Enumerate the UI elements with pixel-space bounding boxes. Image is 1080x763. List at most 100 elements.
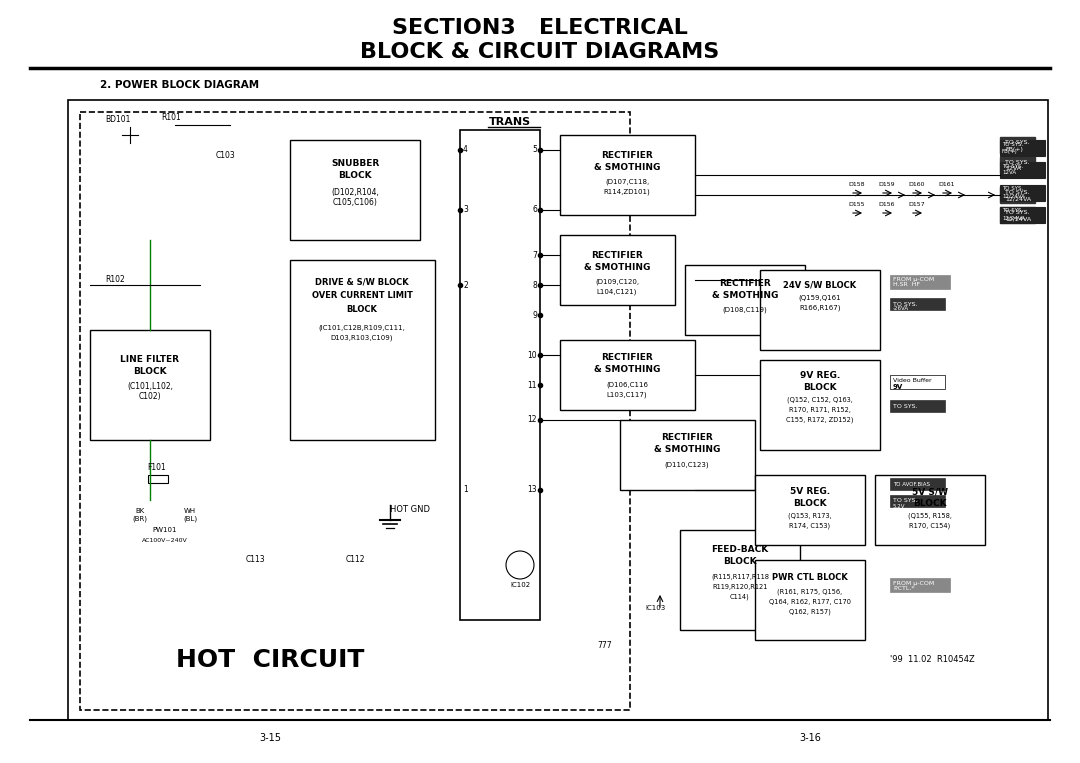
Text: 7: 7 — [532, 250, 537, 259]
Text: D103,R103,C109): D103,R103,C109) — [330, 335, 393, 341]
Text: BLOCK: BLOCK — [347, 305, 377, 314]
Text: IC103: IC103 — [645, 605, 665, 611]
Text: R170, R171, R152,: R170, R171, R152, — [789, 407, 851, 413]
Text: 5V REG.: 5V REG. — [789, 488, 831, 497]
Text: & SMOTHING: & SMOTHING — [594, 365, 660, 375]
Text: TRANS: TRANS — [489, 117, 531, 127]
Text: PWR CTL BLOCK: PWR CTL BLOCK — [772, 574, 848, 582]
Bar — [755, 475, 865, 545]
Bar — [755, 560, 865, 640]
Text: TO SYS.: TO SYS. — [1005, 159, 1029, 165]
Text: (Q153, R173,: (Q153, R173, — [788, 513, 832, 520]
Text: PW101: PW101 — [152, 527, 177, 533]
Text: C102): C102) — [138, 392, 161, 401]
Bar — [80, 112, 630, 710]
Bar — [1000, 157, 1035, 173]
Text: LINE FILTER: LINE FILTER — [121, 356, 179, 365]
Bar — [685, 265, 805, 335]
Text: H.SR  HF: H.SR HF — [893, 282, 920, 288]
Bar — [890, 298, 945, 310]
Text: 12VA: 12VA — [1005, 166, 1021, 172]
Bar — [890, 578, 950, 592]
Text: C105,C106): C105,C106) — [333, 198, 377, 208]
Text: 3-15: 3-15 — [259, 733, 281, 743]
Text: P.CTL.*: P.CTL.* — [893, 587, 915, 591]
Bar — [1000, 140, 1045, 156]
Text: AC100V~240V: AC100V~240V — [143, 537, 188, 542]
Text: FROM μ-COM: FROM μ-COM — [893, 276, 934, 282]
Text: 8: 8 — [532, 281, 537, 289]
Text: 11: 11 — [527, 381, 537, 389]
Text: TO SYS.: TO SYS. — [893, 301, 918, 307]
Text: D156: D156 — [879, 202, 895, 208]
Text: -26VA: -26VA — [893, 305, 909, 311]
Bar — [1000, 137, 1035, 153]
Text: 9V: 9V — [893, 384, 903, 390]
Text: C114): C114) — [730, 594, 750, 600]
Bar — [291, 260, 435, 440]
Text: SNUBBER: SNUBBER — [330, 159, 379, 168]
Text: (D106,C116: (D106,C116 — [606, 382, 648, 388]
Text: 10: 10 — [527, 350, 537, 359]
Text: C112: C112 — [346, 555, 365, 565]
Text: TO SYS.: TO SYS. — [1002, 186, 1023, 192]
Text: D157: D157 — [908, 202, 926, 208]
Text: BLOCK & CIRCUIT DIAGRAMS: BLOCK & CIRCUIT DIAGRAMS — [361, 42, 719, 62]
Text: OVER CURRENT LIMIT: OVER CURRENT LIMIT — [311, 291, 413, 301]
Bar — [890, 400, 945, 412]
Bar — [890, 478, 945, 490]
Text: TO SYS.: TO SYS. — [893, 498, 918, 504]
Text: & SMOTHING: & SMOTHING — [712, 291, 779, 300]
Text: (IC101,C12B,R109,C111,: (IC101,C12B,R109,C111, — [319, 325, 405, 331]
Text: RECTIFIER: RECTIFIER — [719, 278, 771, 288]
Text: 3-16: 3-16 — [799, 733, 821, 743]
Text: BLOCK: BLOCK — [338, 170, 372, 179]
Bar — [620, 420, 755, 490]
Bar — [460, 130, 540, 620]
Text: TO SYS.: TO SYS. — [1002, 208, 1023, 214]
Text: & SMOTHING: & SMOTHING — [594, 163, 660, 172]
Text: 12: 12 — [527, 416, 537, 424]
Bar — [890, 495, 945, 507]
Text: TO SYS.: TO SYS. — [893, 404, 918, 408]
Bar — [90, 330, 210, 440]
Text: 5V S/W: 5V S/W — [912, 488, 948, 497]
Text: 3: 3 — [463, 205, 468, 214]
Text: R166,R167): R166,R167) — [799, 304, 840, 311]
Text: R174, C153): R174, C153) — [789, 523, 831, 530]
Text: Video Buffer: Video Buffer — [893, 378, 932, 382]
Text: 24V S/W BLOCK: 24V S/W BLOCK — [783, 281, 856, 289]
Bar — [561, 340, 696, 410]
Bar — [561, 135, 696, 215]
Text: TO SYS.: TO SYS. — [1005, 189, 1029, 195]
Text: (D102,R104,: (D102,R104, — [332, 188, 379, 198]
Bar — [1000, 162, 1045, 178]
Bar — [291, 140, 420, 240]
Text: (Q152, C152, Q163,: (Q152, C152, Q163, — [787, 397, 853, 404]
Bar — [1000, 187, 1035, 203]
Text: BD101: BD101 — [105, 115, 131, 124]
Bar — [1000, 185, 1045, 201]
Text: (D108,C119): (D108,C119) — [723, 307, 768, 314]
Text: Q162, R157): Q162, R157) — [789, 609, 831, 615]
Text: IC102: IC102 — [510, 582, 530, 588]
Text: RECTIFIER: RECTIFIER — [602, 353, 653, 362]
Text: (D109,C120,: (D109,C120, — [595, 278, 639, 285]
Text: R102: R102 — [105, 275, 125, 285]
Text: TO SYS.: TO SYS. — [1005, 140, 1029, 144]
Bar — [890, 375, 945, 389]
Text: 1: 1 — [463, 485, 468, 494]
Text: Q164, R162, R177, C170: Q164, R162, R177, C170 — [769, 599, 851, 605]
Text: HOT  CIRCUIT: HOT CIRCUIT — [176, 648, 364, 672]
Text: FB(+): FB(+) — [1002, 149, 1017, 153]
Text: 777: 777 — [597, 640, 612, 649]
Text: BLOCK: BLOCK — [914, 500, 947, 508]
Bar — [1000, 207, 1035, 223]
Text: 6: 6 — [532, 205, 537, 214]
Text: FB(+): FB(+) — [1005, 146, 1023, 152]
Text: R170, C154): R170, C154) — [909, 523, 950, 530]
Text: DRIVE & S/W BLOCK: DRIVE & S/W BLOCK — [315, 278, 409, 286]
Text: TO SYS.: TO SYS. — [1002, 163, 1023, 169]
Text: 5: 5 — [532, 146, 537, 154]
Text: 12/24VA: 12/24VA — [1005, 197, 1031, 201]
